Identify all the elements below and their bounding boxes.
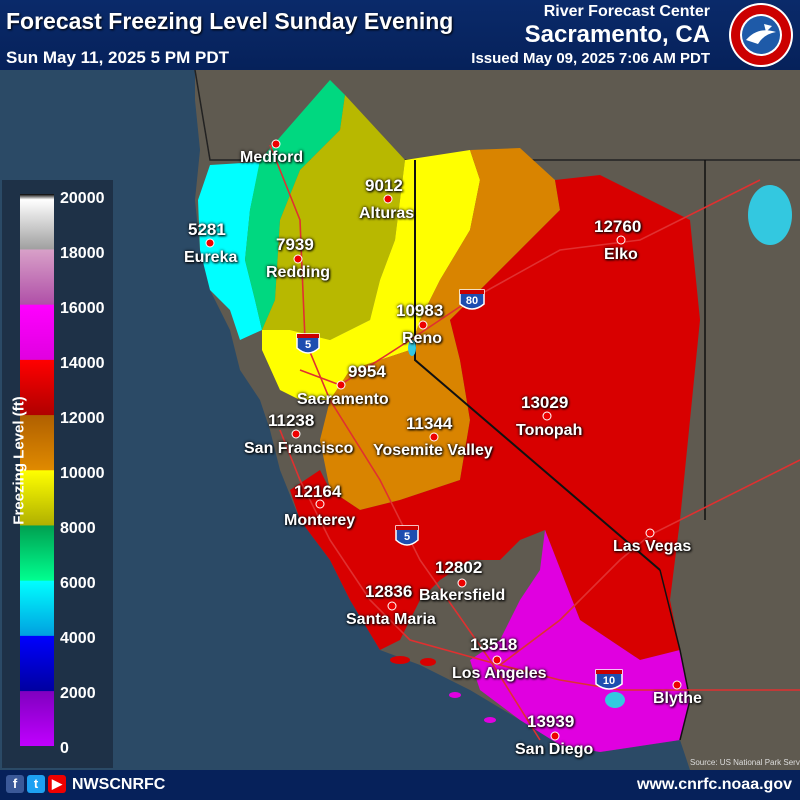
legend-title: Freezing Level (ft) [10, 396, 28, 525]
losangeles-label: Los Angeles [452, 665, 547, 682]
sanfrancisco-label: San Francisco [244, 440, 354, 457]
noaa-nws-logo-icon [729, 3, 793, 67]
lasvegas-label: Las Vegas [613, 538, 692, 555]
redding-dot [293, 254, 303, 264]
footer-bar [0, 770, 800, 800]
page-title: Forecast Freezing Level Sunday Evening [6, 8, 454, 34]
website-link[interactable]: www.cnrfc.noaa.gov [637, 776, 792, 793]
zone-red [290, 175, 700, 660]
eureka-label: Eureka [184, 249, 238, 266]
legend-tick: 10000 [60, 465, 105, 482]
zone-magenta [470, 530, 690, 752]
medford-label: Medford [240, 149, 304, 166]
great-salt-lake [748, 185, 792, 245]
reno-value: 10983 [396, 301, 444, 320]
rfc-label: River Forecast Center [543, 3, 710, 20]
lasvegas-dot [645, 528, 655, 538]
salton-sea [605, 692, 625, 708]
i80-shield [459, 289, 485, 310]
elko-value: 12760 [594, 217, 642, 236]
legend-tick: 0 [60, 740, 69, 757]
bakersfield-value: 12802 [435, 558, 483, 577]
legend-tick: 20000 [60, 190, 105, 207]
issued-time: Issued May 09, 2025 7:06 AM PDT [471, 50, 710, 67]
yosemite-value: 11344 [406, 414, 453, 433]
legend-tick: 2000 [60, 685, 96, 702]
i10-shield [595, 669, 623, 690]
lake-tahoe [408, 340, 416, 356]
social-handle[interactable]: NWSCNRFC [72, 776, 166, 793]
medford-dot [271, 139, 281, 149]
alturas-value: 9012 [365, 176, 403, 195]
social-links: f t ▶ [6, 775, 66, 795]
facebook-icon[interactable]: f [6, 775, 24, 793]
sacramento-dot [336, 380, 346, 390]
alturas-dot [383, 194, 393, 204]
blythe-label: Blythe [653, 690, 702, 707]
losangeles-dot [492, 655, 502, 665]
twitter-icon[interactable]: t [27, 775, 45, 793]
monterey-dot [315, 499, 325, 509]
i5-north-label: 5 [305, 339, 311, 351]
tonopah-value: 13029 [521, 393, 569, 412]
legend-tick: 16000 [60, 300, 105, 317]
i5-south-shield [395, 525, 419, 546]
color-legend: Freezing Level (ft) 20000 18000 16000 14… [2, 180, 113, 768]
alturas-label: Alturas [359, 205, 415, 222]
legend-tick: 14000 [60, 355, 105, 372]
sanfrancisco-value: 11238 [268, 411, 315, 430]
elko-dot [616, 235, 626, 245]
bakersfield-label: Bakersfield [419, 587, 506, 604]
sacramento-label: Sacramento [297, 391, 389, 408]
eureka-value: 5281 [188, 220, 226, 239]
bakersfield-dot [457, 578, 467, 588]
zone-cyan [198, 162, 262, 340]
sacramento-value: 9954 [348, 362, 386, 381]
yosemite-label: Yosemite Valley [373, 442, 493, 459]
zone-orange [320, 148, 560, 510]
blythe-dot [672, 680, 682, 690]
santamaria-dot [387, 601, 397, 611]
zone-olive [262, 95, 405, 340]
sandiego-dot [550, 731, 560, 741]
legend-colorbar [20, 194, 54, 746]
valid-time: Sun May 11, 2025 5 PM PDT [6, 48, 229, 67]
yosemite-dot [429, 432, 439, 442]
rfc-city: Sacramento, CA [524, 21, 710, 48]
legend-tick: 18000 [60, 245, 105, 262]
i5-south-label: 5 [404, 531, 410, 543]
monterey-value: 12164 [294, 482, 342, 501]
i80-label: 80 [466, 295, 478, 307]
losangeles-value: 13518 [470, 635, 518, 654]
sandiego-value: 13939 [527, 712, 575, 731]
legend-tick: 8000 [60, 520, 96, 537]
sanfrancisco-dot [291, 429, 301, 439]
i10-label: 10 [603, 675, 615, 687]
youtube-icon[interactable]: ▶ [48, 775, 66, 793]
redding-value: 7939 [276, 235, 314, 254]
tonopah-dot [542, 411, 552, 421]
zone-green [245, 80, 345, 330]
i5-north-shield [296, 333, 320, 354]
header-bar [0, 0, 800, 70]
reno-label: Reno [402, 330, 442, 347]
freezing-level-map: 5 80 5 10 [0, 70, 800, 770]
legend-tick: 6000 [60, 575, 96, 592]
monterey-label: Monterey [284, 512, 356, 529]
sandiego-label: San Diego [515, 741, 594, 758]
tonopah-label: Tonopah [516, 422, 583, 439]
legend-tick: 12000 [60, 410, 105, 427]
reno-dot [418, 320, 428, 330]
source-credit: Source: US National Park Service [690, 758, 800, 767]
eureka-dot [205, 238, 215, 248]
elko-label: Elko [604, 246, 638, 263]
santamaria-label: Santa Maria [346, 611, 436, 628]
legend-tick: 4000 [60, 630, 96, 647]
redding-label: Redding [266, 264, 330, 281]
santamaria-value: 12836 [365, 582, 413, 601]
